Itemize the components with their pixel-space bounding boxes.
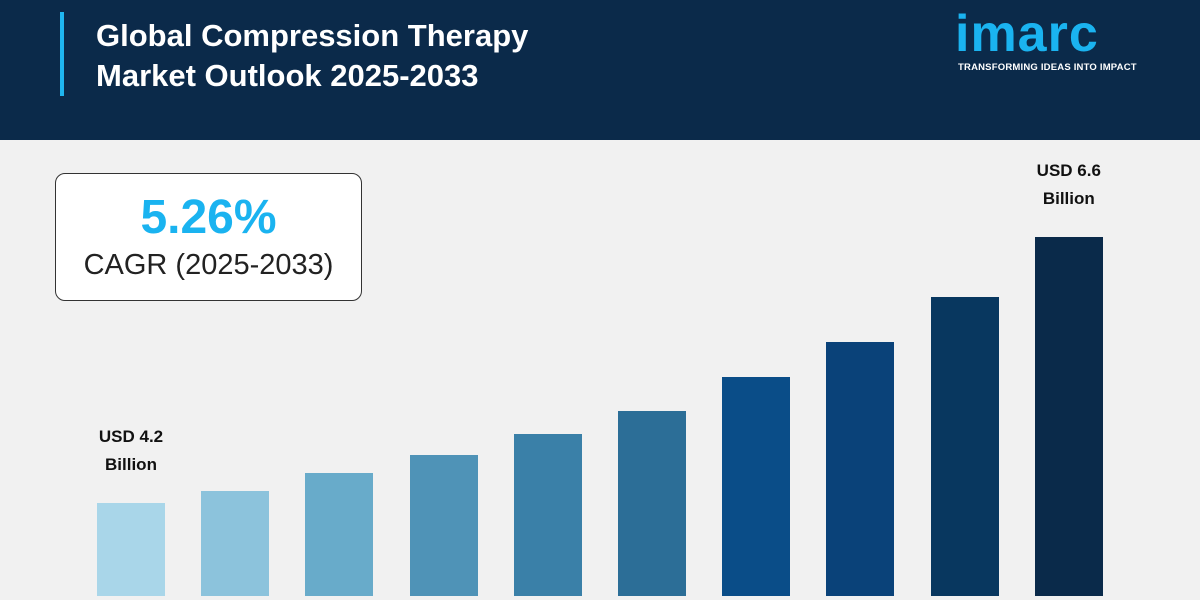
- value-label: USD 4.2 Billion: [98, 427, 164, 474]
- bar: [305, 473, 374, 596]
- bar: [722, 376, 791, 596]
- tagline: TRANSFORMING IDEAS INTO IMPACT: [958, 62, 1137, 73]
- bar: [513, 434, 582, 596]
- bar: [1034, 237, 1103, 596]
- bar: [201, 490, 270, 596]
- title: Global Compression Therapy Market Outloo…: [96, 18, 529, 93]
- bar: [618, 411, 686, 596]
- value-label: USD 6.6 Billion: [1036, 161, 1101, 208]
- accent-line: [60, 12, 64, 96]
- bar: [930, 296, 999, 596]
- bar: [97, 503, 165, 596]
- header: Global Compression Therapy Market Outloo…: [0, 0, 1200, 140]
- cagr-box: 5.26% CAGR (2025-2033): [55, 173, 362, 301]
- bar: [826, 342, 895, 596]
- logo: imarc: [955, 5, 1099, 63]
- bar: [409, 455, 478, 596]
- cagr-label: CAGR (2025-2033): [83, 249, 334, 281]
- cagr-value: 5.26%: [140, 191, 277, 244]
